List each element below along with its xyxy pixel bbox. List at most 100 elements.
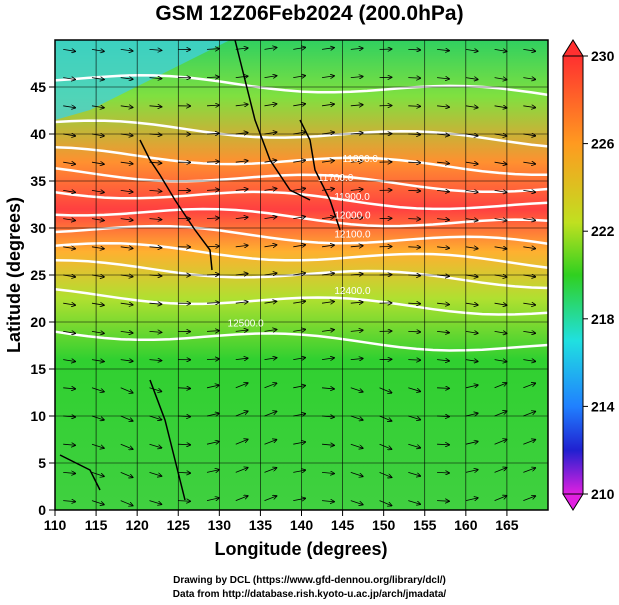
wind-arrow	[206, 470, 219, 473]
wind-arrow	[149, 415, 161, 420]
wind-arrow	[523, 106, 535, 108]
wind-arrow	[293, 160, 305, 162]
wind-arrow	[206, 133, 219, 134]
wind-arrow	[264, 76, 277, 78]
wind-arrow	[120, 275, 133, 277]
wind-arrow	[91, 247, 104, 249]
wind-arrow	[91, 331, 104, 333]
wind-arrow	[408, 78, 420, 79]
wind-arrow	[408, 134, 420, 135]
wind-arrow	[408, 190, 420, 191]
x-tick-label: 155	[413, 517, 437, 533]
wind-arrow	[149, 275, 161, 276]
wind-arrow	[149, 219, 161, 220]
wind-arrow	[206, 413, 219, 416]
wind-arrow	[91, 106, 104, 108]
wind-arrow	[293, 414, 305, 416]
wind-arrow	[63, 275, 75, 277]
wind-arrow	[235, 48, 248, 49]
wind-arrow	[465, 106, 478, 108]
wind-arrow	[264, 132, 277, 134]
wind-arrow	[523, 360, 535, 362]
wind-arrow	[465, 247, 478, 249]
wind-arrow	[91, 162, 104, 164]
wind-arrow	[293, 273, 305, 275]
wind-arrow	[494, 411, 507, 417]
wind-arrow	[206, 105, 219, 106]
wind-arrow	[322, 501, 334, 502]
colorbar-tick-label: 226	[591, 136, 615, 152]
x-tick-label: 120	[125, 517, 149, 533]
wind-arrow	[321, 104, 334, 106]
wind-arrow	[264, 496, 277, 501]
wind-arrow	[63, 247, 75, 249]
wind-arrow	[178, 444, 190, 445]
y-tick-label: 25	[30, 267, 46, 283]
x-tick-label: 140	[290, 517, 314, 533]
wind-arrow	[91, 190, 104, 192]
wind-arrow	[149, 134, 161, 135]
wind-arrow	[293, 47, 305, 49]
wind-arrow	[120, 162, 133, 164]
wind-arrow	[321, 189, 334, 191]
x-tick-label: 165	[495, 517, 519, 533]
colorbar-tick-label: 230	[591, 48, 615, 64]
wind-arrow	[494, 383, 507, 389]
wind-arrow	[321, 76, 334, 78]
wind-arrow	[149, 303, 161, 304]
wind-arrow	[120, 190, 133, 192]
wind-arrow	[408, 247, 420, 248]
x-tick-label: 115	[85, 517, 108, 533]
wind-arrow	[178, 472, 190, 473]
wind-arrow	[206, 162, 219, 163]
colorbar-tick-label: 214	[591, 398, 615, 414]
wind-arrow	[63, 360, 75, 362]
wind-arrow	[63, 162, 75, 164]
wind-arrow	[120, 387, 133, 393]
wind-arrow	[321, 330, 334, 332]
x-tick-label: 145	[331, 517, 355, 533]
wind-arrow	[206, 274, 219, 275]
wind-arrow	[321, 132, 334, 134]
wind-arrow	[264, 217, 277, 219]
y-tick-label: 40	[30, 126, 46, 142]
wind-arrow	[408, 331, 420, 332]
wind-arrow	[293, 132, 305, 134]
wind-arrow	[465, 219, 478, 221]
wind-arrow	[408, 275, 420, 276]
wind-arrow	[120, 106, 133, 108]
wind-arrow	[494, 303, 507, 305]
wind-arrow	[350, 387, 363, 392]
chart-title: GSM 12Z06Feb2024 (200.0hPa)	[155, 2, 464, 25]
wind-arrow	[321, 217, 334, 219]
wind-arrow	[120, 303, 133, 305]
wind-arrow	[494, 360, 507, 362]
wind-arrow	[149, 443, 161, 448]
wind-arrow	[465, 303, 478, 305]
wind-arrow	[63, 388, 75, 389]
wind-arrow	[437, 219, 449, 220]
wind-arrow	[465, 162, 478, 164]
wind-arrow	[264, 330, 277, 332]
wind-arrow	[322, 444, 334, 445]
wind-arrow	[149, 472, 161, 476]
wind-arrow	[63, 78, 75, 80]
wind-arrow	[293, 301, 305, 303]
wind-arrow	[350, 358, 363, 359]
wind-arrow	[408, 360, 420, 361]
wind-arrow	[178, 416, 190, 417]
y-tick-label: 15	[30, 361, 46, 377]
wind-arrow	[350, 48, 363, 49]
wind-arrow	[206, 331, 219, 332]
wind-arrow	[264, 301, 277, 303]
wind-arrow	[494, 49, 507, 51]
wind-arrow	[465, 441, 478, 444]
y-tick-label: 20	[30, 314, 46, 330]
wind-arrow	[293, 245, 305, 247]
contour-labels: 11800.0 11700.0 11900.0 12000.0 12100.0 12400…	[228, 154, 379, 330]
wind-arrow	[437, 360, 449, 361]
wind-arrow	[350, 217, 363, 218]
wind-arrow	[206, 442, 219, 445]
wind-arrow	[149, 247, 161, 248]
